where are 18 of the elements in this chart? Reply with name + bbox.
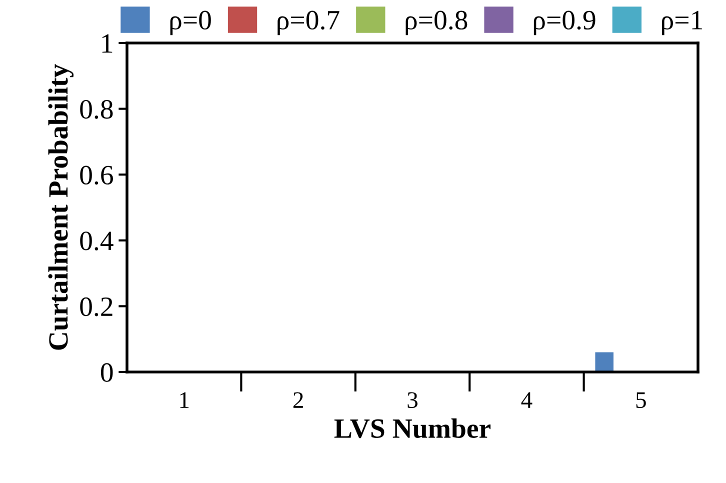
legend-label: ρ=0.8 [406, 10, 468, 36]
y-tick-label: 0.6 [80, 166, 113, 185]
legend-label: ρ=0 [170, 10, 211, 36]
x-tick-label: 2 [293, 392, 303, 408]
y-tick-label: 0.8 [80, 100, 113, 119]
x-tick-label: 3 [408, 392, 418, 408]
y-tick-label: 0.2 [80, 297, 112, 316]
y-tick-label: 0 [100, 363, 113, 382]
y-axis-title: Curtailment Probability [48, 64, 74, 350]
legend-label: ρ=1 [662, 10, 702, 36]
x-axis-title: LVS Number [334, 418, 491, 438]
legend-label: ρ=0.7 [278, 10, 340, 36]
y-tick-label: 0.4 [80, 232, 114, 250]
x-tick-label: 5 [636, 392, 646, 408]
legend-label: ρ=0.9 [534, 10, 596, 36]
y-tick-label: 1 [102, 34, 112, 53]
x-tick-label: 1 [180, 392, 189, 408]
x-tick-label: 4 [521, 392, 532, 408]
